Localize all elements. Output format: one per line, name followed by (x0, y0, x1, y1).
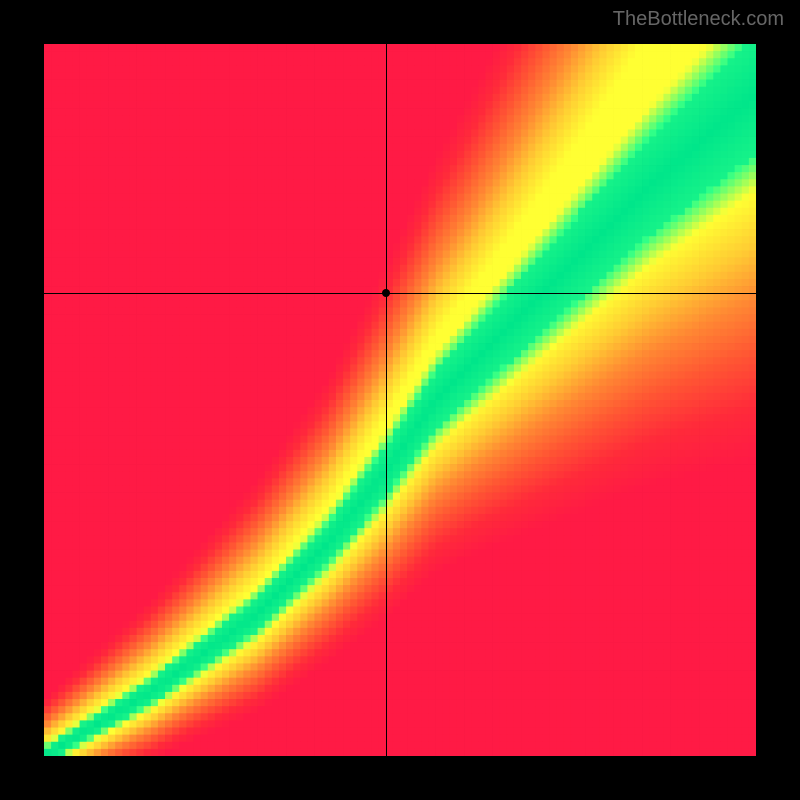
crosshair-horizontal (44, 293, 756, 294)
crosshair-vertical (386, 44, 387, 756)
heatmap-svg (44, 44, 756, 756)
bottleneck-heatmap (44, 44, 756, 756)
watermark-text: TheBottleneck.com (613, 8, 784, 31)
marker-dot (382, 289, 390, 297)
